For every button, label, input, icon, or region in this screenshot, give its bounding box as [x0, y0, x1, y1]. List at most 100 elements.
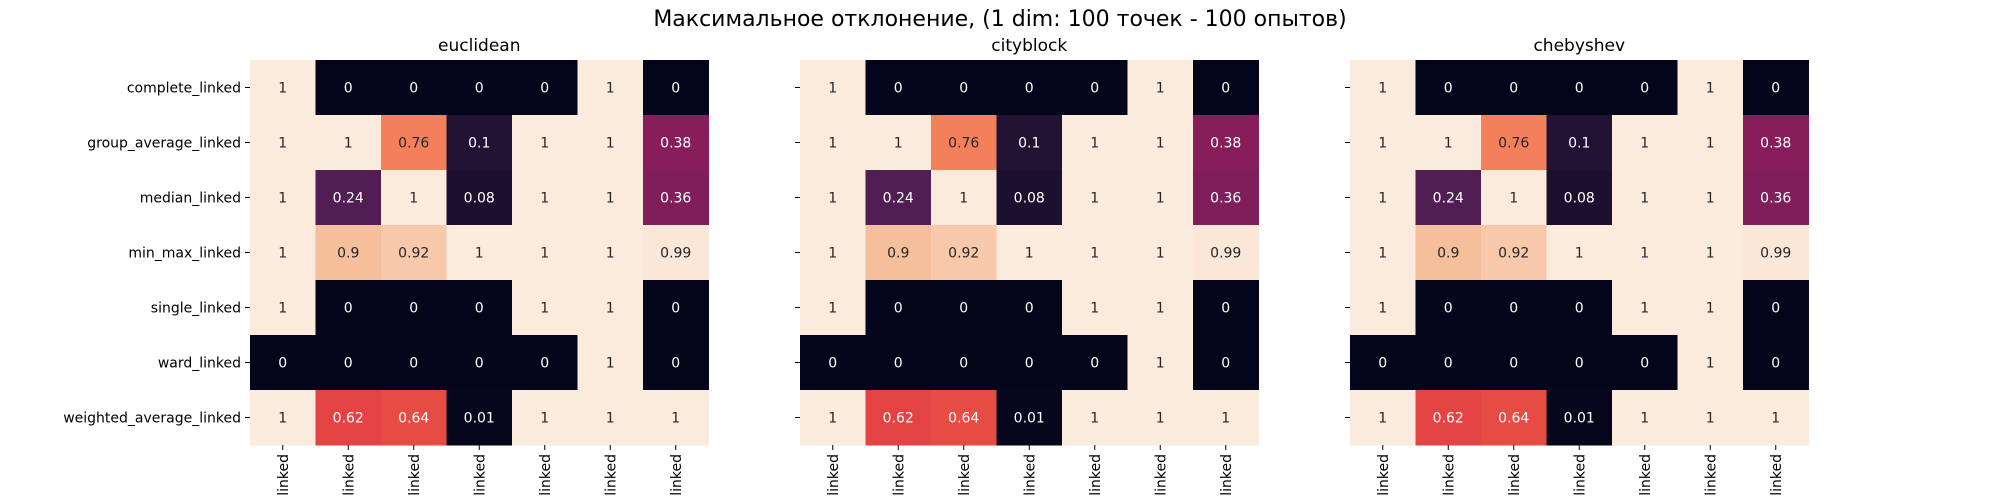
cell-value-label: 1 — [606, 81, 615, 97]
cell-value-label: 0.36 — [660, 191, 691, 207]
heatmap-cell — [250, 335, 316, 391]
cell-value-label: 1 — [1025, 246, 1034, 262]
heatmap-cell — [1677, 225, 1744, 281]
cell-value-label: 1 — [278, 411, 287, 427]
cell-value-label: 0.9 — [887, 246, 909, 262]
cell-value-label: 1 — [828, 191, 837, 207]
cell-value-label: 1 — [1156, 301, 1165, 317]
column-label: linked — [1022, 454, 1038, 496]
cell-value-label: 1 — [1378, 81, 1387, 97]
cell-value-label: 0 — [1221, 356, 1230, 372]
cell-value-label: 1 — [475, 246, 484, 262]
cell-value-label: 0 — [1221, 301, 1230, 317]
heatmap-cell — [1743, 60, 1809, 116]
cell-value-label: 0.62 — [333, 411, 364, 427]
heatmap-cell — [1481, 225, 1547, 281]
cell-value-label: 1 — [278, 191, 287, 207]
panel-title: euclidean — [438, 36, 520, 56]
cell-value-label: 1 — [1221, 411, 1230, 427]
cell-value-label: 0 — [1509, 301, 1518, 317]
cell-value-label: 0 — [344, 301, 353, 317]
heatmap-cell — [1415, 115, 1482, 171]
heatmap-cell — [381, 390, 447, 446]
cell-value-label: 0.01 — [1564, 411, 1595, 427]
cell-value-label: 0.62 — [883, 411, 914, 427]
heatmap-cell — [446, 335, 513, 391]
cell-value-label: 1 — [278, 301, 287, 317]
column-label: linked — [1572, 454, 1588, 496]
heatmap-panels: euclidean 1 0 0 0 0 1 0 1 1 0.76 0.1 1 1 0.38 1 0.24 1 0.0… — [245, 36, 1809, 496]
heatmap-cell — [1350, 225, 1416, 281]
cell-value-label: 0 — [344, 81, 353, 97]
heatmap-cell — [1350, 170, 1416, 226]
heatmap-cell — [512, 170, 578, 226]
cell-value-label: 0.36 — [1760, 191, 1791, 207]
cell-value-label: 0.92 — [948, 246, 979, 262]
heatmap-cell — [1415, 225, 1482, 281]
cell-value-label: 1 — [959, 191, 968, 207]
heatmap-cell — [800, 280, 866, 336]
cell-value-label: 0 — [1509, 81, 1518, 97]
column-label: linked — [341, 454, 357, 496]
heatmap-cell — [1350, 280, 1416, 336]
column-label: linked — [1507, 454, 1523, 496]
cell-value-label: 1 — [1575, 246, 1584, 262]
cell-value-label: 0 — [1025, 301, 1034, 317]
heatmap-cell — [1062, 280, 1128, 336]
heatmap-cell — [381, 170, 447, 226]
cell-value-label: 1 — [606, 136, 615, 152]
heatmap-cell — [996, 280, 1063, 336]
heatmap-cell — [1193, 115, 1259, 171]
cell-value-label: 0 — [1444, 81, 1453, 97]
heatmap-cell — [1415, 170, 1482, 226]
column-label: linked — [1219, 454, 1235, 496]
row-label: min_max_linked — [128, 246, 241, 262]
column-label: linked — [826, 454, 842, 496]
heatmap-cell — [931, 280, 997, 336]
heatmap-cell — [512, 280, 578, 336]
row-label: group_average_linked — [87, 136, 241, 152]
heatmap-cell — [1743, 335, 1809, 391]
heatmap-cell — [800, 60, 866, 116]
heatmap-cell — [1193, 60, 1259, 116]
cell-value-label: 0.1 — [1018, 136, 1040, 152]
heatmap-cell — [512, 115, 578, 171]
cell-value-label: 1 — [1156, 136, 1165, 152]
heatmap-cell — [931, 170, 997, 226]
heatmap-cell — [250, 170, 316, 226]
heatmap-cell — [1062, 335, 1128, 391]
heatmap-cell — [865, 280, 932, 336]
heatmap-cell — [1481, 170, 1547, 226]
column-label: linked — [1088, 454, 1104, 496]
cell-value-label: 1 — [1378, 191, 1387, 207]
heatmap-cell — [315, 60, 382, 116]
heatmap-cell — [1546, 60, 1613, 116]
cell-value-label: 1 — [606, 246, 615, 262]
heatmap-cell — [1612, 335, 1678, 391]
column-label: linked — [891, 454, 907, 496]
heatmap-cell — [315, 170, 382, 226]
heatmap-cell — [1481, 335, 1547, 391]
cell-value-label: 1 — [1378, 301, 1387, 317]
heatmap-cell — [1481, 390, 1547, 446]
heatmap-cell — [1062, 225, 1128, 281]
cell-value-label: 0.64 — [398, 411, 429, 427]
heatmap-cell — [1677, 60, 1744, 116]
heatmap-cell — [1127, 335, 1194, 391]
cell-value-label: 0 — [409, 301, 418, 317]
heatmap-cell — [1062, 60, 1128, 116]
cell-value-label: 0.38 — [660, 136, 691, 152]
heatmap-cell — [1127, 115, 1194, 171]
cell-value-label: 0.08 — [1564, 191, 1595, 207]
cell-value-label: 0.38 — [1210, 136, 1241, 152]
heatmap-cell — [865, 225, 932, 281]
cell-value-label: 1 — [1640, 411, 1649, 427]
heatmap-cell — [577, 60, 644, 116]
cell-value-label: 0.64 — [948, 411, 979, 427]
panel-title: chebyshev — [1533, 36, 1625, 56]
heatmap-cell — [643, 115, 709, 171]
cell-value-label: 0 — [1090, 81, 1099, 97]
heatmap-cell — [315, 115, 382, 171]
heatmap-cell — [1743, 170, 1809, 226]
